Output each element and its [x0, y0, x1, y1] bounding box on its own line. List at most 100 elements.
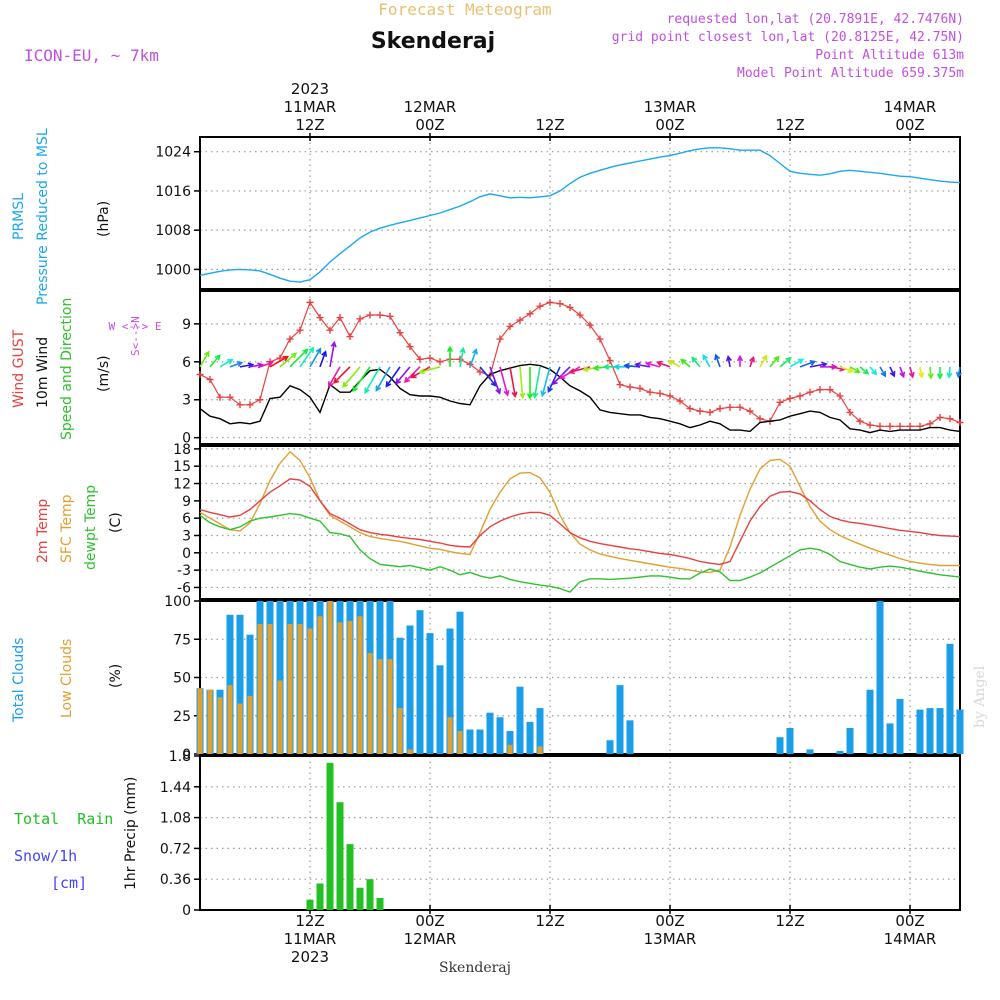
total-cloud-bar: [466, 729, 474, 754]
total-cloud-bar: [496, 717, 504, 754]
wind-arrow-shaft: [668, 359, 681, 368]
total-cloud-bar: [846, 727, 854, 754]
gust-marker: [406, 343, 414, 351]
model-name: ICON-EU, ~ 7km: [24, 46, 159, 65]
low-cloud-bar: [537, 746, 543, 754]
wind-arrow: [680, 358, 691, 368]
wind-arrow-shaft: [395, 366, 411, 384]
gust-marker: [826, 386, 834, 394]
wind-arrow-head: [282, 355, 290, 362]
wind-arrow-shaft: [404, 366, 421, 383]
gust-marker: [556, 300, 564, 308]
gust-marker: [426, 354, 434, 362]
wind-arrow-head: [526, 393, 534, 400]
wind-arrow: [736, 354, 744, 367]
wind-arrow: [526, 366, 534, 400]
gust-marker: [456, 355, 464, 363]
rain-bar: [366, 879, 374, 910]
wind-arrow-head: [831, 363, 838, 370]
compass-we: W <--> E: [109, 320, 162, 333]
wind-arrow-head: [918, 372, 925, 379]
gust-marker: [666, 392, 674, 400]
wind-arrow: [879, 366, 887, 378]
time-label-top: 00Z: [415, 116, 444, 134]
total-cloud-bar: [916, 709, 924, 754]
wind-arrow: [229, 361, 244, 368]
wind-arrow: [499, 366, 510, 397]
wind-arrow-shaft: [635, 363, 651, 368]
total-cloud-bar: [526, 721, 534, 754]
y-tick-label: 15: [173, 459, 191, 475]
wind-arrow-head: [267, 360, 274, 367]
wind-arrow: [385, 366, 401, 388]
gust-marker: [906, 422, 914, 430]
y-tick-label: 0: [182, 903, 191, 919]
wind-arrow-shaft: [229, 361, 242, 368]
gust-marker: [636, 384, 644, 392]
wind-arrow-head: [342, 381, 349, 389]
wind-arrow-shaft: [919, 366, 923, 378]
low-cloud-bar: [257, 623, 263, 754]
wind-arrow-shaft: [929, 366, 932, 379]
gust-marker: [206, 376, 214, 384]
gust-marker: [576, 311, 584, 319]
wind-arrow-shaft: [459, 348, 465, 368]
location-title: Skenderaj: [371, 29, 495, 54]
gust-marker: [886, 422, 894, 430]
temp-unit: (C): [108, 512, 124, 533]
wind-arrow: [749, 355, 755, 368]
wind-arrow: [289, 348, 309, 368]
low-cloud-bar: [287, 623, 293, 754]
y-tick-label: -3: [177, 563, 191, 579]
rain-bar: [376, 898, 384, 910]
wind-arrow: [936, 366, 944, 380]
wind-arrow-shaft: [328, 366, 341, 387]
wind-arrow-head: [773, 355, 780, 362]
low-cloud-bar: [457, 731, 463, 754]
panel-frame-precipitation: [199, 755, 961, 911]
total-cloud-bar: [606, 740, 614, 754]
y-tick-label: 1008: [155, 223, 191, 239]
gridpoint-coords: grid point closest lon,lat (20.8125E, 42…: [612, 30, 964, 45]
y-tick-label: 50: [173, 671, 191, 687]
time-label-top: 00Z: [655, 116, 684, 134]
wind-arrow: [364, 366, 381, 394]
wind-arrow: [702, 353, 711, 368]
y-tick-label: 3: [182, 393, 191, 409]
low-cloud-bar: [377, 659, 383, 754]
wind-arrow-head: [302, 348, 309, 355]
wind-arrow: [446, 345, 454, 367]
wind-arrow-head: [634, 362, 641, 369]
y-tick-label: 6: [182, 511, 191, 527]
panel-frame-pressure: [199, 136, 961, 290]
low-cloud-bar: [207, 689, 213, 754]
gust-marker: [246, 401, 254, 409]
y-tick-label: 0: [182, 546, 191, 562]
y-tick-label: 1024: [155, 145, 191, 161]
wind-arrow: [725, 354, 732, 368]
low-cloud-bar: [387, 659, 393, 754]
total-cloud-bar: [246, 634, 254, 754]
wind-arrow-shaft: [727, 356, 731, 368]
wind-arrow: [532, 366, 541, 399]
wind-arrow-shaft: [269, 355, 289, 368]
time-label-bottom: 00Z: [655, 912, 684, 930]
panels: 10001008101610240369-6-30369121518025507…: [155, 136, 961, 919]
y-tick-label: 0: [182, 747, 191, 763]
wind-arrow-shaft: [715, 354, 721, 368]
wind-arrow-shaft: [259, 361, 273, 368]
wind-arrow-shaft: [199, 351, 210, 368]
wind-arrow-head: [290, 352, 298, 359]
wind-arrow-head: [725, 354, 732, 362]
y-tick-label: 3: [182, 528, 191, 544]
sfc-temp-line: [199, 450, 960, 574]
precip-label-3: [cm]: [51, 874, 87, 892]
wind-arrow: [644, 361, 661, 368]
wind-arrow: [209, 354, 221, 368]
low-cloud-bar: [407, 749, 413, 754]
total-cloud-bar: [416, 610, 424, 754]
footer-location: Skenderaj: [439, 960, 511, 976]
panel-frame-temperature: [199, 445, 961, 600]
wind-arrow-head: [613, 363, 620, 370]
